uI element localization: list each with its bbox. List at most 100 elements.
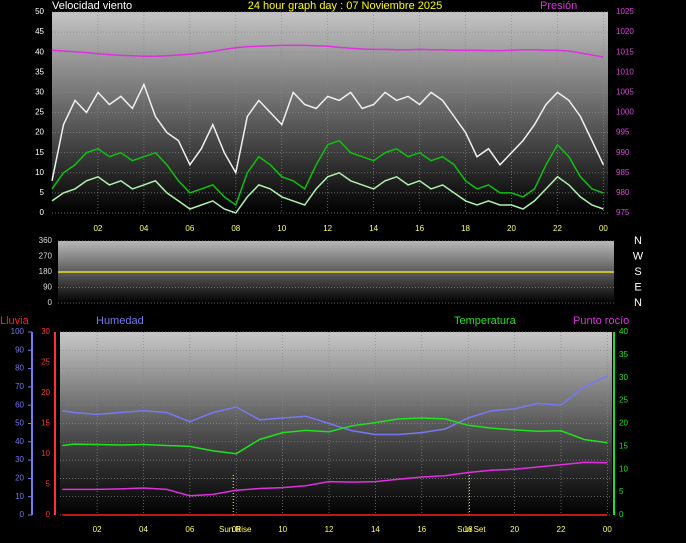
y-tick-label: 10 bbox=[41, 449, 50, 458]
x-tick-label: 16 bbox=[415, 224, 424, 233]
y-tick-label: 1000 bbox=[616, 108, 634, 117]
y-tick-label: 35 bbox=[35, 67, 44, 76]
title: 24 hour graph day : 07 Noviembre 2025 bbox=[248, 0, 442, 12]
y-tick-label: N bbox=[634, 297, 642, 309]
y-tick-label: 1005 bbox=[616, 88, 634, 97]
y-tick-label: 985 bbox=[616, 168, 630, 177]
y-tick-label: 40 bbox=[15, 437, 24, 446]
x-tick-label: 12 bbox=[325, 525, 334, 534]
y-tick-label: 1025 bbox=[616, 7, 634, 16]
x-tick-label: 14 bbox=[371, 525, 380, 534]
x-tick-label: 04 bbox=[139, 224, 148, 233]
y-tick-label: 25 bbox=[41, 358, 50, 367]
y-tick-label: 270 bbox=[39, 252, 53, 261]
y-tick-label: 1020 bbox=[616, 27, 634, 36]
y-tick-label: 90 bbox=[43, 283, 52, 292]
y-tick-label: 30 bbox=[619, 373, 628, 382]
y-tick-label: 15 bbox=[619, 441, 628, 450]
y-tick-label: 15 bbox=[41, 419, 50, 428]
x-tick-label: 04 bbox=[139, 525, 148, 534]
y-tick-label: 10 bbox=[35, 168, 44, 177]
y-tick-label: N bbox=[634, 235, 642, 247]
sun-label: Sun Rise bbox=[219, 525, 252, 534]
y-tick-label: S bbox=[634, 266, 641, 278]
y-tick-label: 0 bbox=[46, 510, 51, 519]
y-tick-label: 20 bbox=[619, 419, 628, 428]
x-tick-label: 00 bbox=[599, 224, 608, 233]
y-tick-label: 30 bbox=[41, 327, 50, 336]
y-tick-label: 360 bbox=[39, 236, 53, 245]
y-tick-label: 1010 bbox=[616, 67, 634, 76]
x-tick-label: 08 bbox=[232, 525, 241, 534]
series-line bbox=[51, 139, 604, 207]
series-line bbox=[51, 82, 605, 181]
y-tick-label: 20 bbox=[41, 388, 50, 397]
y-tick-label: 50 bbox=[15, 419, 24, 428]
y-tick-label: 30 bbox=[35, 88, 44, 97]
y-tick-label: E bbox=[634, 281, 641, 293]
legend-label: Lluvia bbox=[0, 315, 30, 327]
y-tick-label: 5 bbox=[40, 188, 45, 197]
x-tick-label: 06 bbox=[185, 525, 194, 534]
y-tick-label: 5 bbox=[46, 480, 51, 489]
y-tick-label: 10 bbox=[15, 492, 24, 501]
series-line bbox=[62, 461, 608, 497]
y-tick-label: 50 bbox=[35, 7, 44, 16]
x-tick-label: 10 bbox=[277, 224, 286, 233]
y-tick-label: W bbox=[633, 250, 644, 262]
x-tick-label: 20 bbox=[507, 224, 516, 233]
y-tick-label: 15 bbox=[35, 148, 44, 157]
series-line bbox=[51, 44, 604, 58]
y-tick-label: 20 bbox=[35, 128, 44, 137]
y-tick-label: 80 bbox=[15, 364, 24, 373]
y-tick-label: 5 bbox=[619, 487, 624, 496]
series-line bbox=[51, 171, 604, 214]
x-tick-label: 18 bbox=[464, 525, 473, 534]
y-tick-label: 60 bbox=[15, 400, 24, 409]
y-tick-label: 0 bbox=[40, 208, 45, 217]
y-tick-label: 35 bbox=[619, 350, 628, 359]
y-tick-label: 100 bbox=[11, 327, 25, 336]
y-tick-label: 980 bbox=[616, 188, 630, 197]
x-tick-label: 18 bbox=[461, 224, 470, 233]
y-tick-label: 1015 bbox=[616, 47, 634, 56]
y-tick-label: 45 bbox=[35, 27, 44, 36]
x-tick-label: 14 bbox=[369, 224, 378, 233]
y-tick-label: 30 bbox=[15, 455, 24, 464]
y-label: Velocidad viento bbox=[52, 0, 132, 12]
legend-label: Punto rocío bbox=[573, 315, 629, 327]
y-tick-label: 40 bbox=[619, 327, 628, 336]
x-tick-label: 00 bbox=[603, 525, 612, 534]
legend-label: Humedad bbox=[96, 315, 144, 327]
y-tick-label: 0 bbox=[48, 298, 53, 307]
y-tick-label: 25 bbox=[35, 108, 44, 117]
y-tick-label: 10 bbox=[619, 464, 628, 473]
x-tick-label: 12 bbox=[323, 224, 332, 233]
y-tick-label: 975 bbox=[616, 208, 630, 217]
legend-label: Temperatura bbox=[454, 315, 517, 327]
y-tick-label: 40 bbox=[35, 47, 44, 56]
y-tick-label: 70 bbox=[15, 382, 24, 391]
panel-wind bbox=[52, 12, 608, 213]
sun-label: Sun Set bbox=[457, 525, 486, 534]
legend-label: Presión bbox=[540, 0, 577, 12]
y-tick-label: 990 bbox=[616, 148, 630, 157]
x-tick-label: 08 bbox=[231, 224, 240, 233]
x-tick-label: 22 bbox=[553, 224, 562, 233]
x-tick-label: 20 bbox=[510, 525, 519, 534]
x-tick-label: 16 bbox=[417, 525, 426, 534]
y-tick-label: 0 bbox=[619, 510, 624, 519]
series-line bbox=[62, 375, 608, 436]
x-tick-label: 22 bbox=[557, 525, 566, 534]
y-tick-label: 20 bbox=[15, 474, 24, 483]
series-line bbox=[62, 417, 608, 455]
x-tick-label: 10 bbox=[278, 525, 287, 534]
x-tick-label: 02 bbox=[93, 525, 102, 534]
x-tick-label: 02 bbox=[93, 224, 102, 233]
x-tick-label: 06 bbox=[185, 224, 194, 233]
y-tick-label: 0 bbox=[20, 510, 25, 519]
y-tick-label: 995 bbox=[616, 128, 630, 137]
y-tick-label: 90 bbox=[15, 345, 24, 354]
y-tick-label: 25 bbox=[619, 396, 628, 405]
